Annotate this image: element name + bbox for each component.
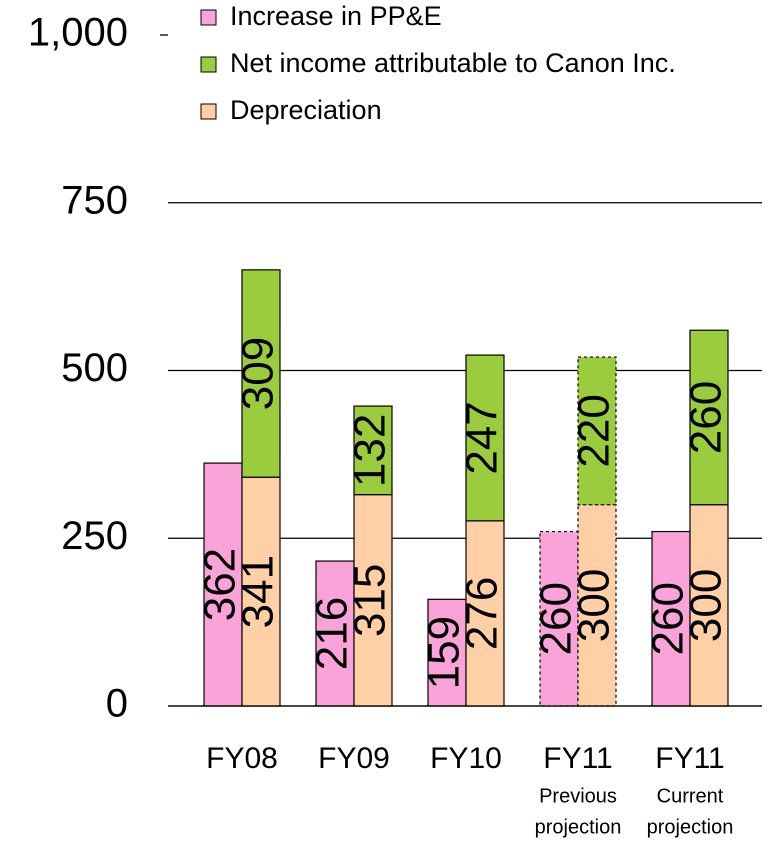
y-tick-label: 500	[61, 346, 128, 390]
bar	[427, 598, 467, 707]
bar	[651, 530, 691, 707]
bar	[689, 504, 729, 707]
x-tick-label: FY10	[430, 742, 502, 775]
x-tick-label: FY11	[543, 742, 612, 775]
legend-label: Net income attributable to Canon Inc.	[230, 48, 676, 78]
data-label: 276	[458, 577, 507, 650]
data-label: 300	[682, 569, 731, 642]
bar	[539, 530, 579, 707]
data-label: 159	[420, 616, 469, 689]
bar	[203, 462, 243, 707]
legend-label: Depreciation	[230, 95, 382, 125]
x-tick-sublabel: projection	[647, 816, 734, 838]
bar	[577, 356, 617, 506]
bar	[465, 354, 505, 522]
x-tick-sublabel: Current	[657, 785, 724, 807]
data-label: 315	[346, 564, 395, 637]
legend-swatch	[200, 56, 217, 73]
legend-swatch	[200, 103, 217, 120]
x-tick-label: FY11	[655, 742, 724, 775]
x-tick-sublabel: Previous	[539, 785, 617, 807]
data-label: 260	[644, 582, 693, 655]
data-label: 309	[234, 337, 283, 410]
y-tick-label: 750	[61, 178, 128, 222]
data-label: 216	[308, 597, 357, 670]
x-tick-label: FY09	[318, 742, 390, 775]
data-label: 247	[458, 401, 507, 474]
data-label: 220	[570, 394, 619, 467]
bar	[241, 269, 281, 478]
x-tick-label: FY08	[206, 742, 278, 775]
data-label: 260	[682, 381, 731, 454]
x-tick-sublabel: projection	[535, 816, 622, 838]
y-tick-label: 1,000	[28, 11, 128, 55]
data-label: 300	[570, 569, 619, 642]
bar	[353, 494, 393, 707]
bar	[689, 329, 729, 506]
y-tick-label: 250	[61, 514, 128, 558]
data-label: 341	[234, 555, 283, 628]
data-label: 260	[532, 582, 581, 655]
bar	[353, 405, 393, 496]
y-tick-label: 0	[106, 682, 128, 726]
legend-swatch	[200, 9, 217, 26]
data-label: 132	[346, 414, 395, 487]
data-label: 362	[196, 548, 245, 621]
bar	[465, 520, 505, 707]
legend-label: Increase in PP&E	[230, 1, 442, 31]
